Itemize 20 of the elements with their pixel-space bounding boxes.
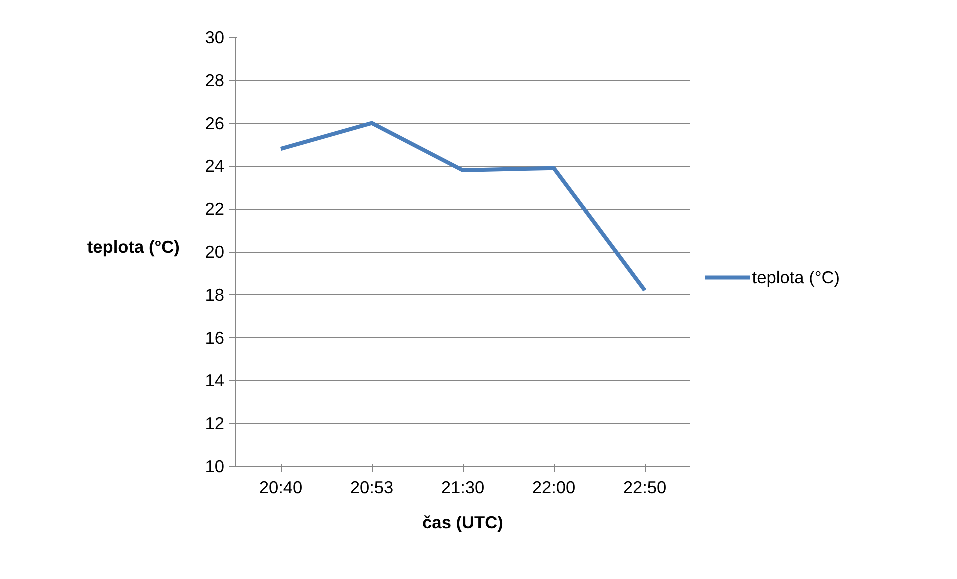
y-tick-label: 20 (205, 242, 225, 262)
y-tick-label: 10 (205, 456, 225, 476)
legend-label: teplota (°C) (752, 268, 840, 288)
x-axis-title: čas (UTC) (422, 512, 504, 532)
y-tick-label: 30 (205, 28, 225, 48)
y-tick-label: 22 (205, 199, 225, 220)
y-axis-title: teplota (°C) (87, 237, 180, 258)
x-tick-label: 21:30 (441, 478, 485, 498)
y-tick-label: 16 (205, 328, 225, 348)
x-tick-label: 22:00 (532, 478, 576, 498)
x-tick-label: 20:40 (259, 478, 303, 498)
x-tick-label: 20:53 (350, 478, 394, 498)
y-tick-label: 18 (205, 284, 225, 305)
y-tick-label: 28 (205, 70, 225, 90)
line-series (279, 121, 647, 293)
y-tick-label: 26 (205, 113, 225, 134)
y-tick-label: 14 (205, 370, 225, 391)
y-tick-label: 24 (205, 156, 225, 176)
y-tick-label: 12 (205, 414, 225, 434)
x-tick-label: 22:50 (623, 478, 667, 498)
